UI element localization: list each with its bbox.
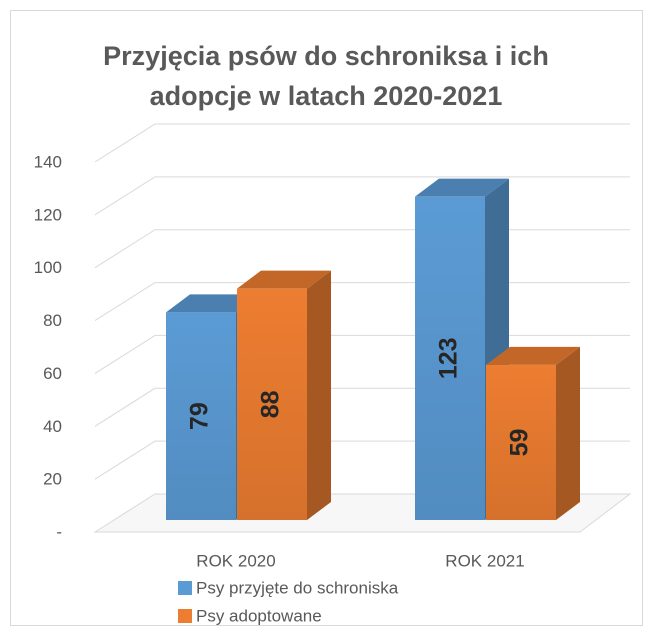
legend-swatch <box>178 581 192 595</box>
bar-top <box>486 346 580 365</box>
grid-line <box>94 176 630 216</box>
y-tick-label: 100 <box>34 258 62 277</box>
bar <box>486 346 580 520</box>
legend-label: Psy przyjęte do schroniska <box>196 578 399 597</box>
bar-front <box>237 288 307 520</box>
y-tick-label: 20 <box>43 470 62 489</box>
data-label: 59 <box>506 429 534 457</box>
bar-front <box>166 312 236 520</box>
data-label: 79 <box>186 402 214 430</box>
y-tick-label: 40 <box>43 417 62 436</box>
bar <box>237 270 331 520</box>
bar-top <box>415 178 509 197</box>
y-tick-label: 80 <box>43 311 62 330</box>
y-tick-label: 120 <box>34 205 62 224</box>
bar-front <box>486 364 556 520</box>
bar-side <box>556 346 580 520</box>
data-label: 88 <box>257 390 285 418</box>
x-tick-label: ROK 2021 <box>445 551 524 570</box>
x-tick-label: ROK 2020 <box>196 551 275 570</box>
data-label: 123 <box>435 337 463 379</box>
bar <box>415 178 509 520</box>
chart-title: Przyjęcia psów do schroniksa i ich adopc… <box>103 41 549 111</box>
bar-side <box>307 270 331 520</box>
bar-top <box>166 294 260 313</box>
legend-swatch <box>178 609 192 623</box>
y-tick-label: 140 <box>34 152 62 171</box>
bar-top <box>237 270 331 289</box>
bar-front <box>415 196 485 520</box>
legend-label: Psy adoptowane <box>196 606 322 625</box>
grid-line <box>94 123 630 163</box>
y-tick-label: 60 <box>43 364 62 383</box>
y-tick-label: - <box>56 522 62 541</box>
